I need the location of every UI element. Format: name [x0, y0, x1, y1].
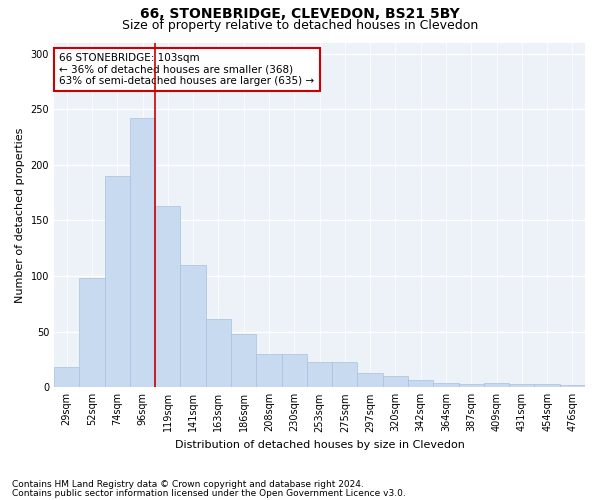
- Bar: [332, 362, 358, 388]
- Text: 66, STONEBRIDGE, CLEVEDON, BS21 5BY: 66, STONEBRIDGE, CLEVEDON, BS21 5BY: [140, 8, 460, 22]
- Text: Contains public sector information licensed under the Open Government Licence v3: Contains public sector information licen…: [12, 488, 406, 498]
- Bar: [358, 373, 383, 388]
- Bar: [181, 265, 206, 388]
- Bar: [535, 384, 560, 388]
- Bar: [104, 176, 130, 388]
- Bar: [383, 376, 408, 388]
- Bar: [79, 278, 104, 388]
- Bar: [54, 368, 79, 388]
- Bar: [408, 380, 433, 388]
- Bar: [206, 320, 231, 388]
- Bar: [281, 354, 307, 388]
- Bar: [155, 206, 181, 388]
- Y-axis label: Number of detached properties: Number of detached properties: [15, 127, 25, 302]
- Text: Size of property relative to detached houses in Clevedon: Size of property relative to detached ho…: [122, 19, 478, 32]
- Bar: [307, 362, 332, 388]
- Text: 66 STONEBRIDGE: 103sqm
← 36% of detached houses are smaller (368)
63% of semi-de: 66 STONEBRIDGE: 103sqm ← 36% of detached…: [59, 53, 314, 86]
- Text: Contains HM Land Registry data © Crown copyright and database right 2024.: Contains HM Land Registry data © Crown c…: [12, 480, 364, 489]
- Bar: [458, 384, 484, 388]
- X-axis label: Distribution of detached houses by size in Clevedon: Distribution of detached houses by size …: [175, 440, 464, 450]
- Bar: [231, 334, 256, 388]
- Bar: [433, 383, 458, 388]
- Bar: [256, 354, 281, 388]
- Bar: [484, 383, 509, 388]
- Bar: [130, 118, 155, 388]
- Bar: [560, 385, 585, 388]
- Bar: [509, 384, 535, 388]
